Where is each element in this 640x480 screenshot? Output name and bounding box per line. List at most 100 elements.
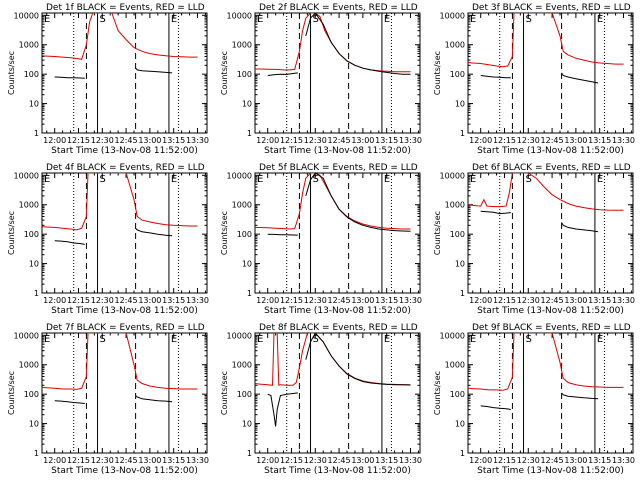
marker-label-E: E [384,174,390,185]
x-tick-label: 12:15 [67,456,90,465]
x-tick-label: 12:45 [115,136,138,145]
x-tick-label: 12:30 [91,136,114,145]
marker-label-E: E [171,14,177,25]
x-tick-label: 13:30 [612,456,635,465]
marker-label-S: S [313,14,319,25]
x-tick-label: 13:00 [564,296,587,305]
x-tick-label: 13:30 [186,136,209,145]
y-axis-label: Counts/sec [220,371,229,415]
x-tick-label: 13:30 [399,456,422,465]
panel-frame [467,172,634,294]
marker-label-E: E [257,174,263,185]
series-line-events [54,76,85,79]
x-tick-label: 12:00 [469,296,492,305]
series-line-events [305,13,411,75]
panel-frame [41,172,208,294]
y-tick-label: 100 [237,70,252,79]
x-tick-label: 13:30 [186,456,209,465]
x-tick-label: 12:30 [304,136,327,145]
series-line-events [54,400,85,404]
x-tick-label: 12:45 [328,136,351,145]
x-tick-label: 13:30 [399,296,422,305]
y-axis-label: Counts/sec [433,51,442,95]
series-line-lld [255,173,411,230]
x-tick-label: 12:30 [304,296,327,305]
y-tick-label: 1 [460,449,465,458]
series-line-events [561,222,599,233]
x-tick-label: 13:15 [375,136,398,145]
series-line-events [561,392,599,400]
y-axis-label: Counts/sec [7,371,16,415]
x-tick-label: 12:00 [256,136,279,145]
x-axis-label: Start Time (13-Nov-08 11:52:00) [264,306,411,316]
y-tick-label: 100 [237,390,252,399]
marker-label-E: E [597,14,603,25]
y-tick-label: 1 [247,449,252,458]
marker-label-E: E [44,14,50,25]
x-tick-label: 12:45 [541,456,564,465]
y-tick-label: 10000 [227,171,252,180]
x-tick-label: 13:15 [588,456,611,465]
marker-label-E: E [171,174,177,185]
y-tick-label: 10000 [440,11,465,20]
x-tick-label: 12:30 [91,296,114,305]
y-axis-label: Counts/sec [220,211,229,255]
y-tick-label: 1 [460,129,465,138]
panel-frame [254,172,421,294]
y-tick-label: 100 [24,230,39,239]
x-tick-label: 12:00 [469,456,492,465]
y-tick-label: 1000 [445,201,465,210]
x-tick-label: 13:00 [351,296,374,305]
marker-label-E: E [597,334,603,345]
x-tick-label: 12:45 [115,456,138,465]
x-tick-label: 13:30 [612,136,635,145]
marker-label-E: E [257,334,263,345]
y-tick-label: 1 [247,129,252,138]
y-tick-label: 1 [34,129,39,138]
x-tick-label: 12:30 [517,136,540,145]
x-tick-label: 13:15 [162,136,185,145]
marker-label-S: S [100,174,106,185]
y-tick-label: 1000 [232,41,252,50]
panel-frame [41,332,208,454]
x-tick-label: 12:15 [280,136,303,145]
y-tick-label: 10000 [227,11,252,20]
y-tick-label: 1000 [232,361,252,370]
y-tick-label: 10 [242,100,252,109]
y-tick-label: 10000 [440,331,465,340]
marker-label-E: E [597,174,603,185]
y-tick-label: 1 [34,289,39,298]
marker-label-E: E [257,14,263,25]
x-axis-label: Start Time (13-Nov-08 11:52:00) [264,146,411,156]
y-tick-label: 100 [450,230,465,239]
x-tick-label: 13:00 [564,136,587,145]
x-tick-label: 12:00 [43,456,66,465]
marker-label-S: S [100,14,106,25]
marker-label-E: E [171,334,177,345]
x-tick-label: 12:15 [67,136,90,145]
x-tick-label: 13:15 [588,136,611,145]
marker-label-S: S [313,334,319,345]
series-line-events [480,75,511,79]
x-tick-label: 13:30 [399,136,422,145]
x-tick-label: 12:45 [541,136,564,145]
x-tick-label: 12:00 [256,296,279,305]
series-line-events [267,233,298,236]
marker-label-E: E [384,334,390,345]
panel-title: Det 2f BLACK = Events, RED = LLD [259,3,418,13]
x-tick-label: 12:45 [328,296,351,305]
series-line-events [480,210,511,215]
x-tick-label: 12:15 [280,456,303,465]
panel-title: Det 5f BLACK = Events, RED = LLD [259,163,418,173]
marker-label-E: E [384,14,390,25]
series-line-lld [42,13,198,60]
x-tick-label: 13:15 [162,296,185,305]
x-axis-label: Start Time (13-Nov-08 11:52:00) [51,146,198,156]
marker-label-E: E [44,334,50,345]
y-tick-label: 1000 [445,41,465,50]
